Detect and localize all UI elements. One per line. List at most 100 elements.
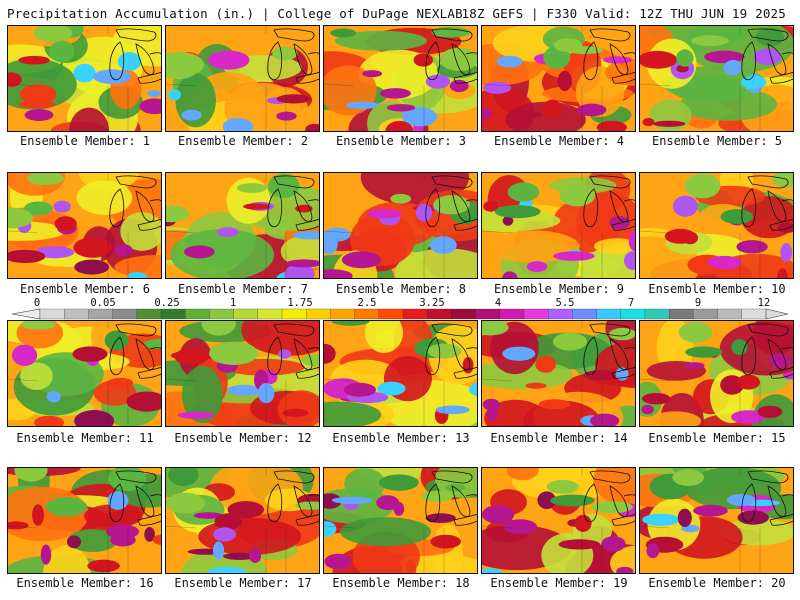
precip-contour <box>83 504 143 528</box>
precip-contour <box>346 101 379 109</box>
colorbar-swatch <box>354 308 380 320</box>
precip-contour <box>324 234 338 255</box>
precip-contour <box>293 231 319 240</box>
precip-contour <box>394 248 477 278</box>
precip-contour <box>207 566 248 573</box>
precip-contour <box>216 227 239 237</box>
colorbar-swatch <box>233 308 259 320</box>
member-label-16: Ensemble Member: 16 <box>16 576 154 590</box>
precip-contour <box>393 501 405 516</box>
great-lakes-outline <box>583 175 635 231</box>
precip-contour <box>67 529 118 552</box>
great-lakes-outline <box>741 28 793 84</box>
precip-contour <box>73 63 96 83</box>
precip-contour <box>181 109 202 121</box>
colorbar-swatch <box>257 308 283 320</box>
precip-contour <box>757 405 783 418</box>
state-borders <box>8 321 129 426</box>
colorbar-tick-label: 0 <box>33 297 41 309</box>
precip-contour <box>401 107 438 127</box>
great-lakes-outline <box>267 470 319 526</box>
precip-contour <box>110 533 136 547</box>
member-label-14: Ensemble Member: 14 <box>490 431 628 445</box>
precip-contour <box>330 28 357 38</box>
precip-contour <box>693 504 728 517</box>
precip-contour <box>507 182 540 202</box>
colorbar-swatch <box>741 308 767 320</box>
member-label-19: Ensemble Member: 19 <box>490 576 628 590</box>
precip-contour <box>756 27 785 47</box>
colorbar-swatch <box>644 308 670 320</box>
precip-contour <box>535 355 556 373</box>
precip-colorbar: 0 0.05 0.25 1 1.75 2.5 3.25 4 5.5 7 9 12 <box>0 297 800 320</box>
precip-contour <box>449 79 469 93</box>
precip-contour <box>67 535 81 549</box>
state-borders <box>640 321 761 426</box>
precip-contour <box>525 382 547 389</box>
precip-contour <box>243 203 271 210</box>
precip-contour <box>278 349 292 359</box>
precip-contour <box>482 505 515 524</box>
precip-contour <box>147 90 161 97</box>
precip-contour <box>405 558 417 573</box>
colorbar-tick-label: 5.5 <box>555 297 575 309</box>
precip-contour <box>24 109 54 121</box>
precip-contour <box>593 468 635 506</box>
precip-contour <box>482 321 509 336</box>
precip-contour <box>27 173 65 186</box>
precip-contour <box>341 251 382 269</box>
precip-contour <box>731 339 748 355</box>
precip-contour <box>486 406 498 421</box>
precip-contour <box>76 180 133 215</box>
precip-contour <box>324 401 382 426</box>
state-borders <box>8 26 129 131</box>
precip-contour <box>420 490 454 502</box>
precip-contour <box>114 244 133 256</box>
precip-contour <box>170 229 275 278</box>
precip-contour <box>546 480 579 494</box>
member-label-6: Ensemble Member: 6 <box>19 282 151 296</box>
map-title: Precipitation Accumulation (in.) | Colle… <box>7 6 463 21</box>
member-map-4 <box>481 25 636 132</box>
precip-contour <box>343 382 376 397</box>
member-map-15 <box>639 320 794 427</box>
colorbar-swatch <box>693 308 719 320</box>
precip-contour <box>684 173 721 199</box>
precip-contour <box>222 118 254 131</box>
precip-contour <box>20 84 57 105</box>
member-map-5 <box>639 25 794 132</box>
state-borders <box>8 468 129 573</box>
colorbar-swatch <box>160 308 186 320</box>
precip-contour <box>707 255 742 270</box>
precip-contour <box>425 513 456 523</box>
precip-contour <box>469 382 477 396</box>
precip-contour <box>720 209 754 224</box>
precip-contour <box>574 514 592 532</box>
colorbar-tick-label: 0.05 <box>90 297 116 309</box>
precip-contour <box>107 377 134 389</box>
colorbar-tick-label: 1 <box>229 297 237 309</box>
precip-contour <box>780 243 793 262</box>
member-map-10 <box>639 172 794 279</box>
precip-contour <box>34 415 65 426</box>
member-map-3 <box>323 25 478 132</box>
colorbar-swatch <box>402 308 428 320</box>
precip-contour <box>684 362 705 369</box>
colorbar-tick-label: 7 <box>627 297 635 309</box>
state-borders <box>324 26 445 131</box>
precip-contour <box>241 321 319 356</box>
precip-contour <box>704 50 745 64</box>
precip-contour <box>502 215 514 226</box>
colorbar-swatch <box>281 308 307 320</box>
precip-contour <box>494 205 541 219</box>
precip-contour <box>73 237 112 258</box>
member-map-7 <box>165 172 320 279</box>
precip-contour <box>777 268 788 278</box>
colorbar-swatch <box>64 308 89 320</box>
precip-contour <box>736 240 768 254</box>
precip-contour <box>777 222 793 233</box>
precip-contour <box>482 568 503 573</box>
precip-contour <box>685 346 723 358</box>
precip-contour <box>672 195 698 217</box>
precip-contour <box>565 46 604 55</box>
